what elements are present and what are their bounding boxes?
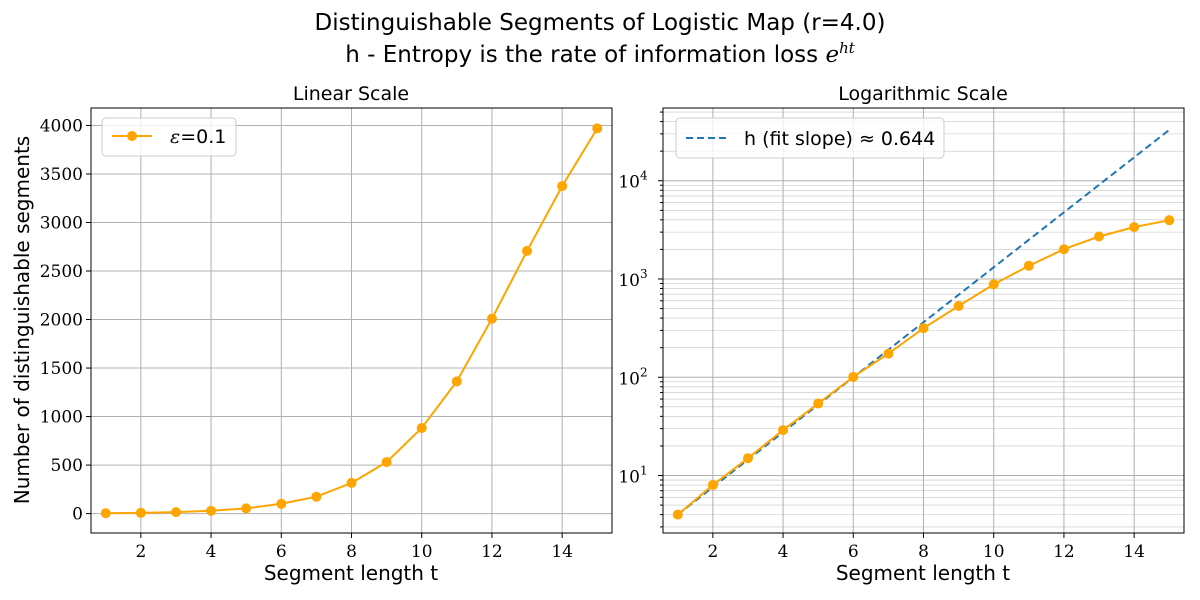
linear-data-point	[486, 313, 497, 324]
log-y-tick-label: 102	[618, 365, 647, 389]
linear-legend: ε=0.1	[101, 117, 237, 157]
linear-data-point	[416, 423, 427, 434]
log-y-tick-base: 10	[618, 271, 640, 291]
linear-y-tick-label: 2000	[40, 311, 83, 331]
linear-data-point	[522, 245, 533, 256]
linear-x-tick-label: 8	[346, 542, 357, 562]
log-legend-label: h (fit slope) ≈ 0.644	[744, 128, 935, 150]
linear-data-point	[381, 457, 392, 468]
log-y-tick-exp: 3	[640, 267, 648, 281]
log-data-point	[953, 301, 964, 312]
log-data-point	[1058, 244, 1069, 255]
log-x-tick-label: 8	[918, 542, 929, 562]
log-y-tick-label: 103	[618, 267, 647, 291]
log-x-tick-label: 6	[848, 542, 859, 562]
figure-subtitle: h - Entropy is the rate of information l…	[345, 39, 856, 68]
figure-subtitle-text: h - Entropy is the rate of information l…	[345, 42, 825, 68]
log-data-point	[918, 323, 929, 334]
linear-data-point	[557, 181, 568, 192]
linear-y-tick-label: 3500	[40, 165, 83, 185]
linear-y-tick-label: 4000	[40, 116, 83, 136]
figure-subtitle-math: e	[825, 42, 839, 68]
linear-data-point	[592, 123, 603, 134]
log-legend: h (fit slope) ≈ 0.644	[675, 117, 945, 159]
figure-subtitle-math-sup: ht	[839, 39, 856, 57]
linear-data-point	[135, 507, 146, 518]
linear-data-point	[100, 508, 111, 519]
linear-grid	[91, 108, 612, 533]
linear-legend-marker	[127, 131, 137, 141]
log-y-tick-base: 10	[618, 468, 640, 488]
linear-data-point	[206, 505, 217, 516]
log-x-tick-label: 2	[707, 542, 718, 562]
linear-y-tick-label: 0	[72, 505, 83, 525]
log-x-axis-label: Segment length t	[836, 561, 1010, 585]
log-y-tick-base: 10	[618, 369, 640, 389]
linear-x-axis-label: Segment length t	[264, 561, 438, 585]
log-data-point	[1164, 215, 1175, 226]
linear-legend-math: ε	[170, 126, 180, 148]
log-grid	[663, 108, 1184, 533]
linear-y-tick-label: 500	[51, 456, 83, 476]
log-y-tick-exp: 1	[640, 464, 648, 478]
linear-y-tick-label: 1000	[40, 408, 83, 428]
log-x-tick-label: 10	[983, 542, 1005, 562]
log-data-point	[1094, 231, 1105, 242]
log-data-point	[883, 348, 894, 359]
log-x-tick-label: 14	[1123, 542, 1145, 562]
linear-series	[100, 123, 603, 519]
log-legend-box	[675, 117, 945, 159]
log-y-tick-label: 104	[618, 169, 648, 193]
linear-data-point	[276, 498, 287, 509]
log-data-point	[848, 371, 859, 382]
linear-x-tick-label: 14	[551, 542, 573, 562]
linear-y-tick-label: 1500	[40, 359, 83, 379]
log-data-point	[1129, 222, 1140, 233]
log-data-point	[988, 279, 999, 290]
linear-plot-frame	[90, 107, 613, 534]
linear-x-tick-label: 12	[481, 542, 503, 562]
linear-panel-title: Linear Scale	[293, 83, 409, 105]
log-data-point	[742, 453, 753, 464]
linear-x-tick-label: 10	[411, 542, 433, 562]
log-scale-panel: Logarithmic Scale 2 4 6 8 10 12 14101102103104…	[618, 83, 1185, 585]
linear-scale-panel: Linear Scale 2 4 6 8 10 12 1405001000150020002…	[10, 83, 613, 585]
log-x-tick-label: 4	[778, 542, 789, 562]
log-series	[672, 129, 1175, 520]
log-data-point	[707, 480, 718, 491]
linear-data-point	[170, 507, 181, 518]
log-panel-title: Logarithmic Scale	[838, 83, 1008, 105]
linear-x-tick-label: 6	[276, 542, 287, 562]
log-y-tick-label: 101	[618, 464, 647, 488]
linear-data-point	[241, 503, 252, 514]
log-y-tick-exp: 2	[640, 365, 648, 379]
linear-y-axis-label: Number of distinguishable segments	[10, 136, 34, 504]
log-y-tick-exp: 4	[640, 169, 648, 183]
log-plot-frame	[662, 107, 1185, 534]
log-y-tick-base: 10	[618, 173, 640, 193]
linear-x-tick-label: 4	[206, 542, 217, 562]
linear-legend-box	[101, 117, 237, 157]
log-data-point	[778, 425, 789, 436]
linear-legend-text: =0.1	[180, 126, 226, 148]
figure-title: Distinguishable Segments of Logistic Map…	[315, 10, 886, 36]
linear-data-point	[346, 477, 357, 488]
linear-y-tick-label: 2500	[40, 262, 83, 282]
log-data-point	[1023, 260, 1034, 271]
linear-data-point	[451, 376, 462, 387]
log-legend-text: h (fit slope)	[744, 128, 859, 150]
log-data-point	[813, 398, 824, 409]
linear-x-tick-label: 2	[135, 542, 146, 562]
linear-axis-ticks: 2 4 6 8 10 12 14 0 500 1000 1500 2000 2500 3000 3500 40…	[40, 116, 573, 562]
linear-y-tick-label: 3000	[40, 213, 83, 233]
linear-legend-label: ε=0.1	[170, 126, 226, 148]
linear-data-point	[311, 491, 322, 502]
log-fit-line	[677, 129, 1170, 516]
log-data-point	[672, 509, 683, 520]
log-x-tick-label: 12	[1053, 542, 1075, 562]
log-legend-math: ≈ 0.644	[859, 128, 935, 150]
